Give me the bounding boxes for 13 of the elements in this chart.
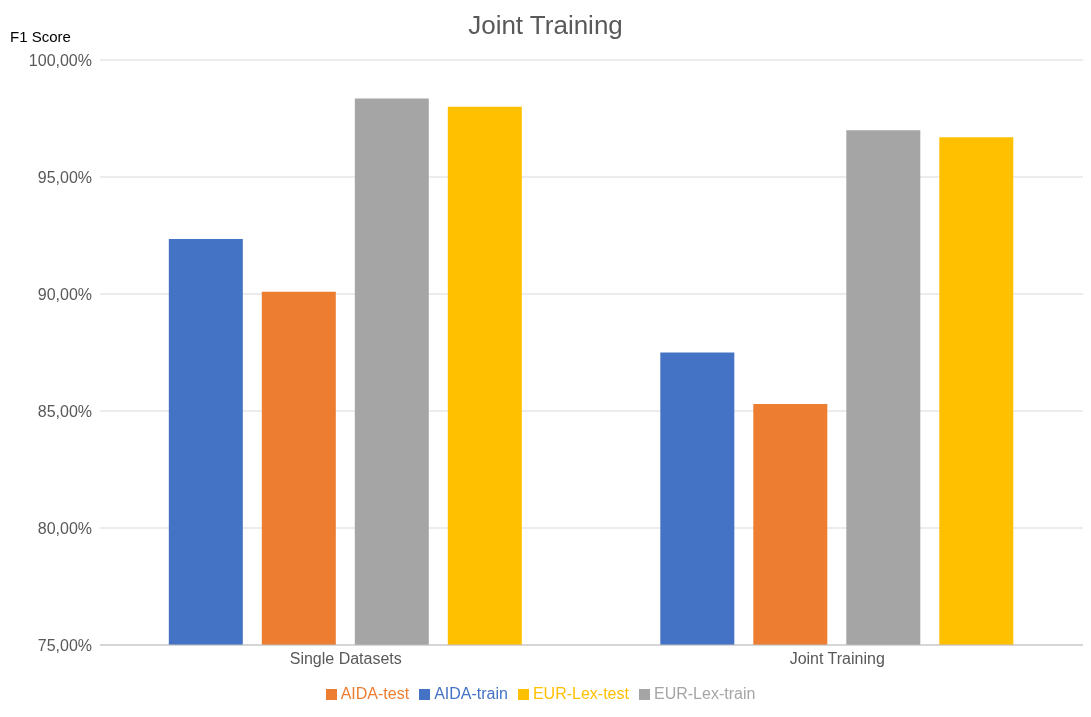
y-tick-label: 75,00% xyxy=(37,636,92,654)
legend-label: EUR-Lex-train xyxy=(653,685,756,702)
x-tick-label: Single Datasets xyxy=(289,650,402,668)
y-tick-label: 90,00% xyxy=(37,285,92,303)
y-tick-label: 80,00% xyxy=(37,519,92,537)
y-axis-title: F1 Score xyxy=(10,28,71,45)
chart-title: Joint Training xyxy=(468,10,623,40)
y-tick-label: 85,00% xyxy=(37,402,92,420)
legend-label: AIDA-test xyxy=(340,685,410,702)
y-tick-label: 95,00% xyxy=(37,168,92,186)
legend-label: EUR-Lex-test xyxy=(532,685,629,702)
y-tick-label: 100,00% xyxy=(28,51,92,69)
legend-label: AIDA-train xyxy=(434,685,508,702)
